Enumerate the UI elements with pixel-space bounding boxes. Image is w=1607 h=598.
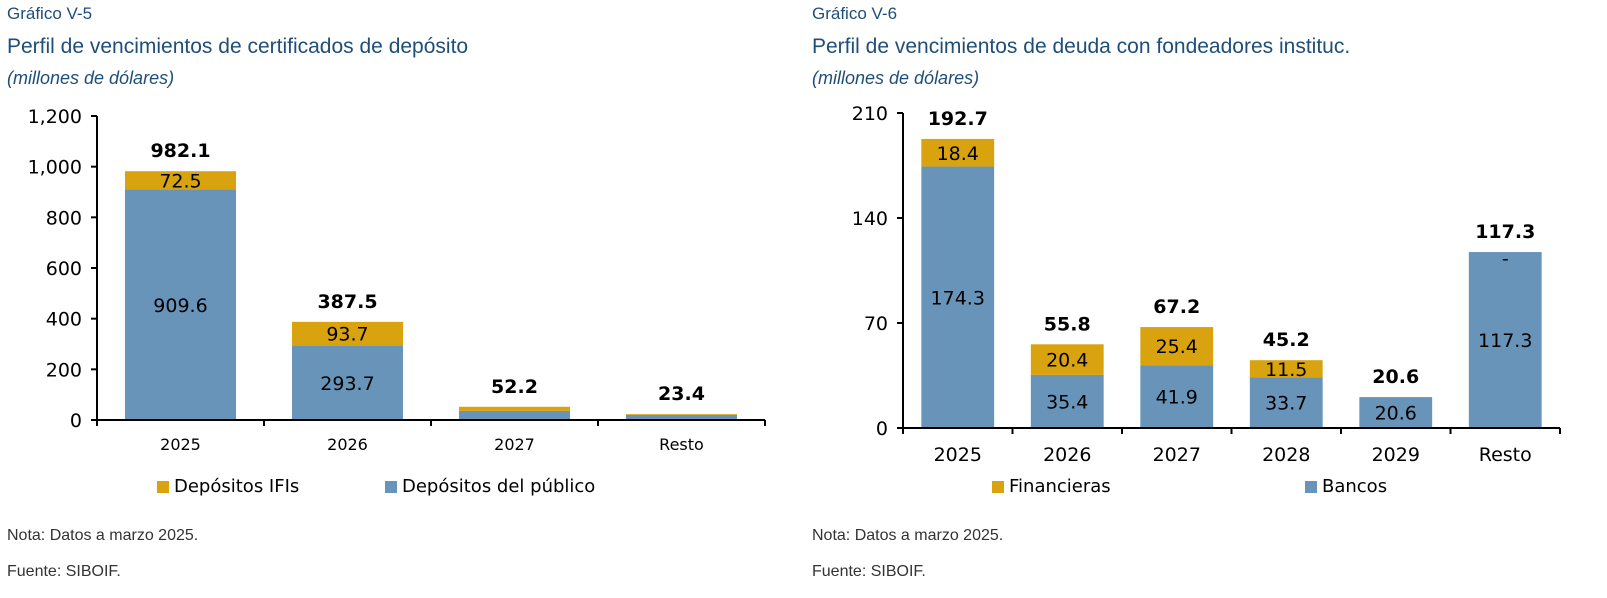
- chart-units: (millones de dólares): [7, 68, 175, 88]
- bar-segment-upper: [1249, 360, 1323, 378]
- bar-chart-fondeadores: 174.3 18.4 192.7 2025 35.4 20.4 55.8 2026 41.9 25…: [852, 103, 1561, 466]
- chart-note: Nota: Datos a marzo 2025.: [7, 527, 199, 544]
- legend-swatch-gold: [157, 480, 169, 493]
- total-data-label: 45.2: [1263, 329, 1310, 351]
- bar-segment-lower: [625, 414, 738, 420]
- x-tick-label: 2025: [934, 444, 982, 466]
- x-tick-label: 2027: [494, 435, 535, 454]
- bar-segment-lower: [458, 410, 571, 420]
- y-tick-label: 0: [70, 410, 82, 432]
- bar-segment-lower: [1468, 252, 1542, 428]
- y-tick-label: 1,200: [28, 106, 82, 128]
- segment-data-label: 293.7: [320, 373, 374, 395]
- legend-item-bancos: Bancos: [1305, 476, 1387, 497]
- segment-data-label: 18.4: [937, 143, 979, 165]
- y-tick-label: 1,000: [28, 157, 82, 179]
- bar-segment-upper: [1030, 344, 1104, 375]
- x-tick-label: Resto: [1479, 444, 1532, 466]
- segment-data-label: -: [1502, 248, 1509, 270]
- segment-data-label: 93.7: [326, 324, 368, 346]
- legend-label: Bancos: [1322, 476, 1388, 497]
- x-tick-label: Resto: [659, 435, 704, 454]
- legend-label: Financieras: [1009, 476, 1111, 497]
- chart-panel-right: Gráfico V-6 Perfil de vencimientos de de…: [805, 0, 1607, 598]
- y-tick-label: 600: [46, 258, 82, 280]
- legend-label: Depósitos IFIs: [174, 476, 300, 497]
- segment-data-label: 35.4: [1046, 391, 1088, 413]
- x-tick-label: 2027: [1153, 444, 1201, 466]
- legend-swatch-gold: [992, 480, 1004, 493]
- chart-source: Fuente: SIBOIF.: [812, 563, 926, 580]
- figure-number: Gráfico V-6: [812, 4, 898, 23]
- y-tick-label: 200: [46, 359, 82, 381]
- bar-segment-lower: [1140, 365, 1214, 428]
- legend-swatch-blue: [1305, 480, 1317, 493]
- bar-segment-upper: [291, 321, 404, 346]
- y-tick-label: 400: [46, 309, 82, 331]
- figure-number: Gráfico V-5: [7, 4, 93, 23]
- x-tick-label: 2026: [327, 435, 368, 454]
- total-data-label: 117.3: [1475, 221, 1535, 243]
- chart-source: Fuente: SIBOIF.: [7, 563, 121, 580]
- segment-data-label: 72.5: [159, 170, 201, 192]
- chart-title: Perfil de vencimientos de deuda con fond…: [812, 35, 1351, 58]
- y-tick-label: 800: [46, 207, 82, 229]
- segment-data-label: 11.5: [1265, 359, 1307, 381]
- bar-segment-lower: [124, 189, 237, 420]
- chart-panel-left: Gráfico V-5 Perfil de vencimientos de ce…: [0, 0, 800, 598]
- x-tick-label: 2028: [1262, 444, 1310, 466]
- total-data-label: 23.4: [658, 383, 705, 405]
- segment-data-label: 41.9: [1156, 387, 1198, 409]
- legend-label: Depósitos del público: [402, 476, 596, 497]
- y-tick-label: 70: [864, 313, 888, 335]
- segment-data-label: 20.4: [1046, 350, 1088, 372]
- chart-units: (millones de dólares): [812, 68, 980, 88]
- segment-data-label: 25.4: [1156, 336, 1198, 358]
- segment-data-label: 174.3: [931, 287, 985, 309]
- bar-segment-upper: [625, 414, 738, 415]
- x-tick-label: 2025: [160, 435, 201, 454]
- chart-note: Nota: Datos a marzo 2025.: [812, 527, 1004, 544]
- x-tick-label: 2029: [1372, 444, 1420, 466]
- x-tick-label: 2026: [1043, 444, 1091, 466]
- total-data-label: 982.1: [150, 140, 210, 162]
- y-tick-label: 210: [852, 103, 888, 125]
- bar-chart-certificados: 909.6 72.5 982.1 2025 293.7 93.7 387.5 2026 52.2…: [28, 106, 766, 454]
- segment-data-label: 33.7: [1265, 393, 1307, 415]
- bar-segment-lower: [1249, 377, 1323, 428]
- total-data-label: 387.5: [317, 291, 377, 313]
- bar-segment-upper: [124, 171, 237, 190]
- bar-segment-lower: [291, 345, 404, 420]
- legend-item-financieras: Financieras: [992, 476, 1111, 497]
- bar-segment-lower: [1030, 374, 1104, 428]
- segment-data-label: 117.3: [1478, 330, 1532, 352]
- total-data-label: 192.7: [928, 108, 988, 130]
- legend-item-ifis: Depósitos IFIs: [157, 476, 299, 497]
- bar-segment-lower: [921, 166, 995, 429]
- total-data-label: 52.2: [491, 376, 538, 398]
- bar-segment-upper: [921, 138, 995, 167]
- total-data-label: 55.8: [1044, 313, 1091, 335]
- y-tick-label: 0: [876, 418, 888, 440]
- bar-segment-upper: [1140, 327, 1214, 366]
- segment-data-label: 909.6: [153, 295, 207, 317]
- total-data-label: 67.2: [1153, 296, 1200, 318]
- segment-data-label: 20.6: [1375, 403, 1417, 425]
- chart-title: Perfil de vencimientos de certificados d…: [7, 35, 469, 58]
- bar-segment-upper: [458, 406, 571, 411]
- y-tick-label: 140: [852, 208, 888, 230]
- legend-item-publico: Depósitos del público: [385, 476, 595, 497]
- bar-segment-lower: [1359, 397, 1433, 428]
- total-data-label: 20.6: [1372, 366, 1419, 388]
- legend-swatch-blue: [385, 480, 397, 493]
